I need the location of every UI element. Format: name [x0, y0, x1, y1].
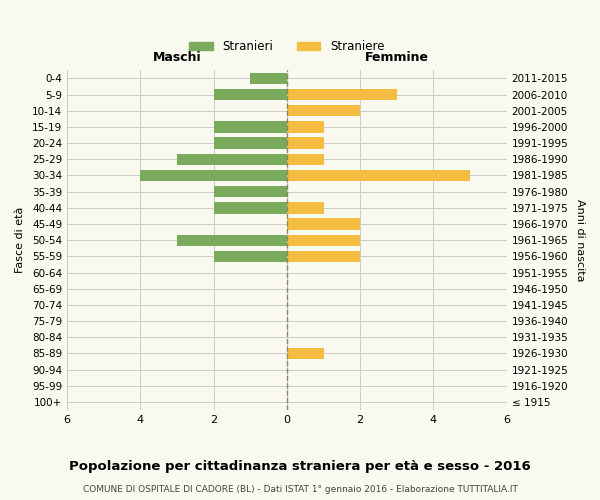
- Bar: [287, 202, 323, 213]
- Text: COMUNE DI OSPITALE DI CADORE (BL) - Dati ISTAT 1° gennaio 2016 - Elaborazione TU: COMUNE DI OSPITALE DI CADORE (BL) - Dati…: [83, 485, 517, 494]
- Bar: [214, 202, 287, 213]
- Bar: [287, 122, 323, 132]
- Bar: [214, 122, 287, 132]
- Bar: [287, 138, 323, 149]
- Y-axis label: Anni di nascita: Anni di nascita: [575, 199, 585, 281]
- Bar: [287, 105, 360, 117]
- Bar: [287, 250, 360, 262]
- Text: Popolazione per cittadinanza straniera per età e sesso - 2016: Popolazione per cittadinanza straniera p…: [69, 460, 531, 473]
- Bar: [177, 154, 287, 165]
- Bar: [287, 218, 360, 230]
- Bar: [214, 250, 287, 262]
- Legend: Stranieri, Straniere: Stranieri, Straniere: [185, 36, 389, 58]
- Text: Maschi: Maschi: [152, 50, 201, 64]
- Bar: [287, 170, 470, 181]
- Bar: [287, 234, 360, 246]
- Bar: [140, 170, 287, 181]
- Bar: [250, 72, 287, 84]
- Text: Femmine: Femmine: [365, 50, 429, 64]
- Bar: [287, 154, 323, 165]
- Bar: [214, 186, 287, 198]
- Bar: [287, 348, 323, 359]
- Bar: [177, 234, 287, 246]
- Y-axis label: Fasce di età: Fasce di età: [15, 207, 25, 274]
- Bar: [214, 89, 287, 100]
- Bar: [214, 138, 287, 149]
- Bar: [287, 89, 397, 100]
